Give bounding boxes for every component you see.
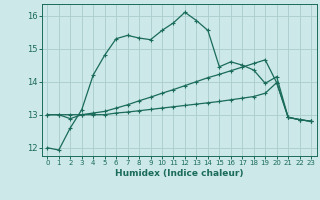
X-axis label: Humidex (Indice chaleur): Humidex (Indice chaleur) — [115, 169, 244, 178]
